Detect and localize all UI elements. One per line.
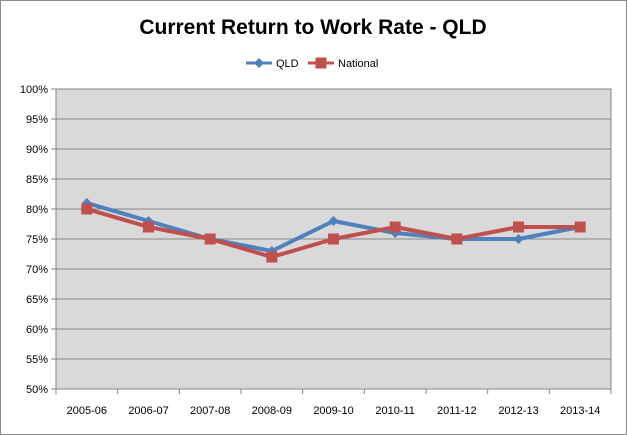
gridlines — [56, 118, 611, 360]
x-axis: 2005-06 2006-07 2007-08 2008-09 2009-10 2010-… — [55, 389, 612, 417]
data-point-national — [513, 221, 524, 233]
chart-title: Current Return to Work Rate - QLD — [139, 16, 486, 39]
data-point-national — [204, 233, 216, 245]
data-point-national — [574, 221, 586, 233]
x-tick-label: 2008-09 — [252, 405, 292, 417]
y-tick-label: 65% — [26, 294, 48, 306]
x-tick-label: 2011-12 — [437, 405, 477, 417]
y-tick-label: 100% — [20, 84, 48, 96]
legend-entry-qld: QLD — [246, 58, 299, 70]
data-point-national — [81, 203, 93, 215]
series-national — [81, 203, 586, 263]
y-tick-label: 75% — [26, 234, 48, 246]
x-tick-label: 2009-10 — [313, 405, 353, 417]
legend-label-qld: QLD — [276, 58, 299, 70]
legend-entry-national: National — [308, 57, 378, 70]
x-tick-label: 2005-06 — [67, 405, 107, 417]
x-tick-label: 2012-13 — [498, 405, 538, 417]
y-tick-label: 95% — [26, 114, 48, 126]
y-tick-label: 55% — [26, 354, 48, 366]
y-tick-label: 80% — [26, 204, 48, 216]
x-tick-label: 2007-08 — [190, 405, 230, 417]
series-layer — [81, 198, 586, 263]
legend-label-national: National — [338, 58, 378, 70]
data-point-qld — [328, 216, 339, 226]
y-tick-label: 60% — [26, 324, 48, 336]
y-tick-label: 90% — [26, 144, 48, 156]
legend-marker — [315, 57, 327, 69]
data-point-national — [451, 233, 463, 245]
data-point-national — [143, 221, 154, 233]
y-tick-label: 70% — [26, 264, 48, 276]
x-tick-label: 2006-07 — [128, 405, 168, 417]
y-tick-label: 50% — [26, 384, 48, 396]
data-point-national — [328, 233, 339, 245]
x-tick-label: 2010-11 — [375, 405, 415, 417]
data-point-national — [389, 221, 401, 233]
x-tick-label: 2013-14 — [560, 405, 600, 417]
y-axis: 50% 55% 60% 65% 70% 75% 80% 85% 90% 95% 100% — [20, 84, 56, 396]
data-point-qld — [513, 234, 524, 244]
legend-marker — [254, 58, 264, 68]
legend: QLD National — [246, 57, 378, 70]
data-point-national — [266, 251, 278, 263]
y-tick-label: 85% — [26, 174, 48, 186]
